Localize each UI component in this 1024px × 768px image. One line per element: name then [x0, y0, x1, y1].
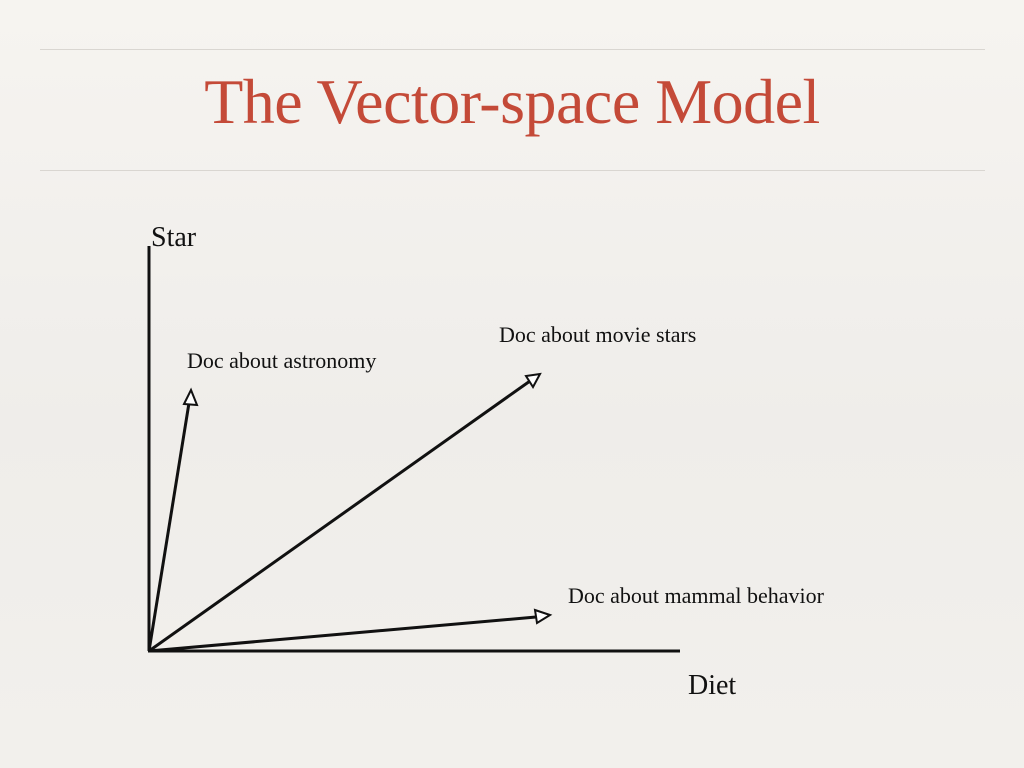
vector-label-astronomy: Doc about astronomy — [187, 348, 377, 373]
y-axis-label: Star — [151, 222, 197, 253]
vector-astronomy — [147, 402, 191, 652]
vector-label-mammal-behavior: Doc about mammal behavior — [568, 583, 824, 608]
x-axis-label: Diet — [688, 670, 737, 701]
slide-title: The Vector-space Model — [204, 66, 820, 137]
vector-label-movie-stars: Doc about movie stars — [499, 322, 697, 347]
top-divider — [40, 49, 985, 50]
vector-movie-stars-arrowhead — [524, 372, 542, 389]
bottom-divider — [40, 170, 985, 171]
vector-mammal-behavior — [148, 615, 537, 653]
vector-movie-stars — [148, 379, 531, 653]
vector-mammal-behavior-arrowhead — [533, 608, 553, 625]
vector-astronomy-arrowhead — [182, 387, 199, 407]
